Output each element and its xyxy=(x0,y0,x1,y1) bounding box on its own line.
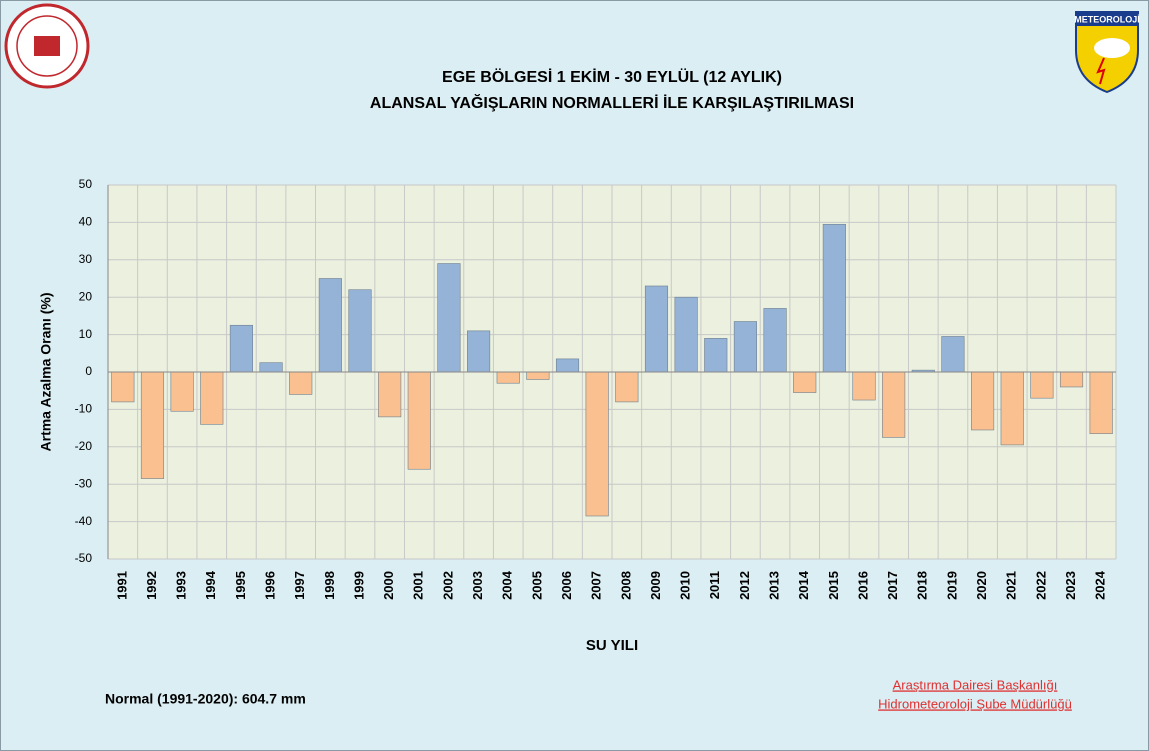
y-tick-label: 0 xyxy=(85,364,92,378)
x-tick-label: 2023 xyxy=(1063,571,1078,600)
x-tick-label: 1997 xyxy=(292,571,307,600)
y-tick-label: -20 xyxy=(75,439,93,453)
bar xyxy=(437,263,461,373)
bar xyxy=(585,371,609,517)
x-tick-label: 1996 xyxy=(262,571,277,600)
bar xyxy=(1030,371,1054,399)
bar xyxy=(852,371,876,401)
x-tick-label: 2007 xyxy=(589,571,604,600)
x-tick-label: 2015 xyxy=(826,571,841,600)
bar xyxy=(763,308,787,373)
x-tick-label: 1995 xyxy=(233,571,248,600)
y-tick-label: 50 xyxy=(79,177,93,191)
y-tick-label: -50 xyxy=(75,551,93,565)
bar xyxy=(615,371,639,403)
note: Normal (1991-2020): 604.7 mm xyxy=(105,691,306,707)
right-logo: METEOROLOJİ xyxy=(1074,11,1140,94)
bar xyxy=(200,371,224,425)
logo-text: METEOROLOJİ xyxy=(1074,14,1140,24)
y-tick-label: -30 xyxy=(75,476,93,490)
x-tick-label: 2014 xyxy=(796,570,811,600)
bar xyxy=(1000,371,1024,446)
bar xyxy=(111,371,135,403)
bar xyxy=(555,358,580,373)
x-tick-label: 2011 xyxy=(707,571,722,599)
y-tick-label: 30 xyxy=(79,252,93,266)
x-tick-label: 1991 xyxy=(114,571,129,600)
x-tick-label: 2002 xyxy=(440,571,455,600)
bar xyxy=(289,371,313,395)
bar xyxy=(733,321,757,373)
x-tick-label: 2004 xyxy=(500,570,515,600)
chart-title: ALANSAL YAĞIŞLARIN NORMALLERİ İLE KARŞIL… xyxy=(370,93,854,112)
x-tick-label: 2018 xyxy=(915,571,930,600)
bar xyxy=(229,324,253,373)
bar xyxy=(822,223,846,373)
bar xyxy=(526,371,550,380)
x-tick-label: 1998 xyxy=(322,571,337,600)
x-tick-label: 1993 xyxy=(174,571,189,600)
x-tick-label: 2013 xyxy=(766,571,781,600)
bar xyxy=(467,330,491,373)
x-tick-label: 2021 xyxy=(1004,571,1019,600)
x-tick-label: 1999 xyxy=(351,571,366,600)
x-tick-label: 2006 xyxy=(559,571,574,600)
bar xyxy=(170,371,194,412)
bar xyxy=(407,371,431,470)
bar xyxy=(674,296,698,373)
x-tick-label: 2010 xyxy=(678,571,693,600)
y-tick-label: 20 xyxy=(79,289,93,303)
bar xyxy=(348,289,372,373)
x-tick-label: 2005 xyxy=(529,571,544,600)
x-axis-label: SU YILI xyxy=(586,637,638,654)
bar xyxy=(1059,371,1084,388)
bar xyxy=(1089,371,1113,435)
bar xyxy=(318,278,342,373)
y-axis-label: Artma Azalma Oranı (%) xyxy=(38,293,54,452)
bar xyxy=(793,371,817,393)
credit: Araştırma Dairesi Başkanlığı xyxy=(893,677,1058,692)
y-tick-label: 10 xyxy=(79,327,93,341)
bar xyxy=(704,338,728,373)
x-tick-label: 2016 xyxy=(855,571,870,600)
bar xyxy=(496,371,520,384)
x-tick-label: 2024 xyxy=(1093,570,1108,600)
x-tick-label: 2020 xyxy=(974,571,989,600)
bar xyxy=(941,336,965,373)
bar xyxy=(378,371,402,418)
y-tick-label: 40 xyxy=(79,215,93,229)
bar xyxy=(644,285,669,373)
x-tick-label: 1994 xyxy=(203,570,218,600)
x-tick-label: 2009 xyxy=(648,571,663,600)
x-tick-label: 2008 xyxy=(618,571,633,600)
x-tick-label: 1992 xyxy=(144,571,159,600)
x-tick-label: 2001 xyxy=(411,571,426,600)
bar xyxy=(882,371,906,438)
x-tick-label: 2017 xyxy=(885,571,900,600)
x-tick-label: 2000 xyxy=(381,571,396,600)
x-tick-label: 2019 xyxy=(944,571,959,600)
bar xyxy=(259,362,283,373)
x-tick-label: 2012 xyxy=(737,571,752,600)
x-tick-label: 2022 xyxy=(1033,571,1048,600)
x-tick-label: 2003 xyxy=(470,571,485,600)
bar xyxy=(140,371,165,479)
bar xyxy=(971,371,995,431)
y-tick-label: -40 xyxy=(75,514,93,528)
chart-title: EGE BÖLGESİ 1 EKİM - 30 EYLÜL (12 AYLIK) xyxy=(442,67,782,86)
left-logo xyxy=(4,3,90,89)
y-tick-label: -10 xyxy=(75,402,93,416)
credit: Hidrometeoroloji Şube Müdürlüğü xyxy=(878,696,1072,711)
